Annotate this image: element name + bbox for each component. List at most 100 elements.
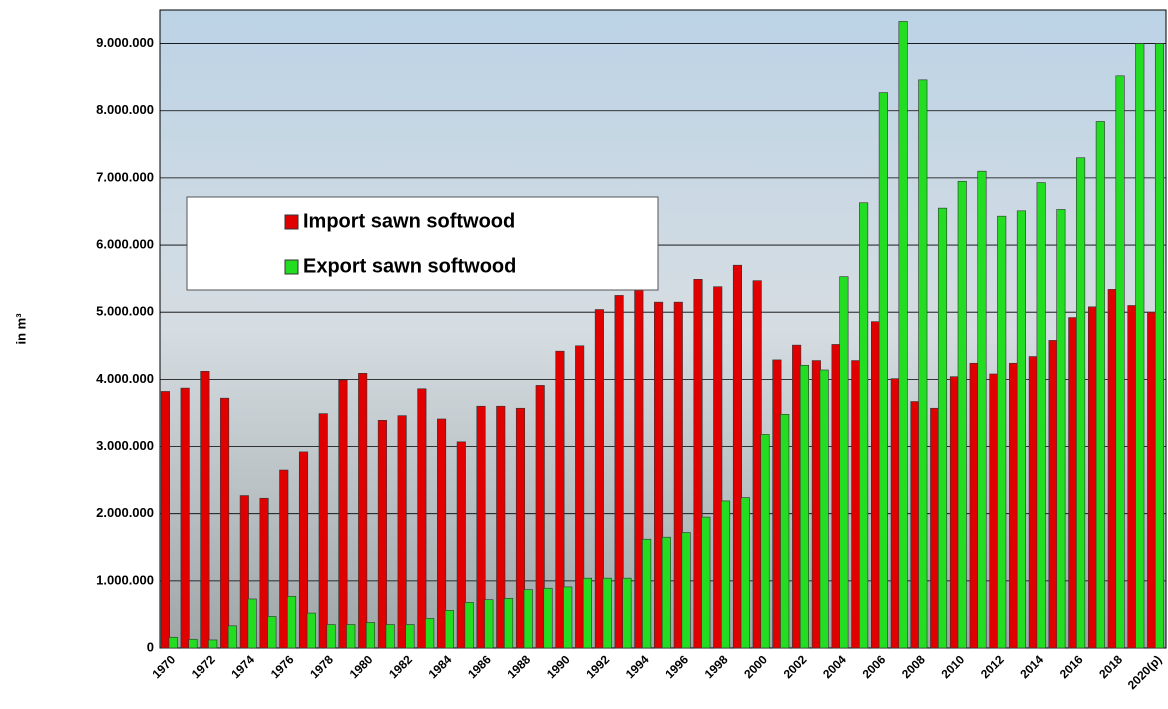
bar (938, 208, 946, 648)
bar (1155, 44, 1163, 648)
bar (544, 588, 552, 648)
bar (1037, 183, 1045, 648)
bar (575, 346, 583, 648)
y-tick-label: 1.000.000 (96, 572, 154, 587)
x-tick-label: 1974 (228, 652, 257, 681)
x-tick-label: 1988 (505, 652, 534, 681)
x-tick-label: 2016 (1057, 652, 1086, 681)
bar (603, 578, 611, 648)
bar (201, 371, 209, 648)
bar (1096, 121, 1104, 648)
y-tick-label: 6.000.000 (96, 236, 154, 251)
x-tick-label: 2018 (1096, 652, 1125, 681)
x-tick-label: 1976 (268, 652, 297, 681)
bar (997, 216, 1005, 648)
bar (1017, 211, 1025, 648)
bar (950, 377, 958, 648)
bar (773, 360, 781, 648)
bar (1136, 44, 1144, 648)
bar (516, 408, 524, 648)
bar (1076, 158, 1084, 648)
bar (497, 406, 505, 648)
bar (1108, 289, 1116, 648)
bar (307, 613, 315, 648)
chart: in m³ 01.000.0002.000.0003.000.0004.000.… (0, 0, 1168, 709)
bar (465, 602, 473, 648)
x-tick-label: 1990 (544, 652, 573, 681)
x-tick-label: 2006 (860, 652, 889, 681)
bar (990, 374, 998, 648)
x-tick-label: 2008 (899, 652, 928, 681)
x-tick-label: 2010 (938, 652, 967, 681)
bar (800, 365, 808, 648)
y-axis-label: in m³ (13, 313, 28, 345)
bar (733, 265, 741, 648)
bar (635, 289, 643, 648)
bar (832, 344, 840, 648)
x-tick-label: 2020(p) (1125, 652, 1165, 692)
bar (366, 622, 374, 648)
bar (702, 517, 710, 648)
x-tick-label: 1982 (386, 652, 415, 681)
bar (595, 310, 603, 648)
bar (642, 539, 650, 648)
bar (919, 80, 927, 648)
x-tick-label: 1980 (347, 652, 376, 681)
bar (840, 277, 848, 648)
y-tick-label: 8.000.000 (96, 102, 154, 117)
bar (437, 419, 445, 648)
x-tick-label: 1996 (662, 652, 691, 681)
bar (425, 618, 433, 648)
bar (556, 351, 564, 648)
x-tick-label: 1972 (189, 652, 218, 681)
bar (280, 470, 288, 648)
bar (339, 380, 347, 648)
bar (820, 370, 828, 648)
bar (930, 408, 938, 648)
bar (220, 398, 228, 648)
bar (327, 624, 335, 648)
x-tick-label: 2000 (741, 652, 770, 681)
bar (741, 498, 749, 648)
x-tick-label: 2014 (1017, 652, 1046, 681)
bar (761, 434, 769, 648)
bar (682, 532, 690, 648)
x-tick-label: 1970 (149, 652, 178, 681)
bar (970, 363, 978, 648)
bar (753, 281, 761, 648)
bar (161, 391, 169, 648)
bar (240, 496, 248, 648)
bar (504, 598, 512, 648)
y-tick-label: 5.000.000 (96, 304, 154, 319)
bar (1069, 318, 1077, 648)
y-tick-label: 9.000.000 (96, 35, 154, 50)
legend-label: Import sawn softwood (303, 210, 515, 232)
bar (958, 181, 966, 648)
x-tick-label: 1992 (583, 652, 612, 681)
bar (1088, 307, 1096, 648)
bar (852, 361, 860, 648)
bar (347, 624, 355, 648)
bar (899, 21, 907, 648)
bar (721, 501, 729, 648)
y-tick-label: 7.000.000 (96, 169, 154, 184)
bar (694, 279, 702, 648)
bar (1057, 209, 1065, 648)
bar (1128, 305, 1136, 648)
bar (615, 295, 623, 648)
bar (445, 610, 453, 648)
bar (654, 302, 662, 648)
bar (871, 322, 879, 648)
bar (623, 578, 631, 648)
page: {"chart_data": { "type": "bar", "y_label… (0, 0, 1168, 709)
x-tick-label: 1998 (702, 652, 731, 681)
bar (674, 302, 682, 648)
bar (248, 599, 256, 648)
bar (319, 414, 327, 648)
bar (536, 385, 544, 648)
bar (406, 624, 414, 648)
bar (1147, 312, 1155, 648)
bar (662, 537, 670, 648)
bar (378, 420, 386, 648)
bar (524, 590, 532, 648)
